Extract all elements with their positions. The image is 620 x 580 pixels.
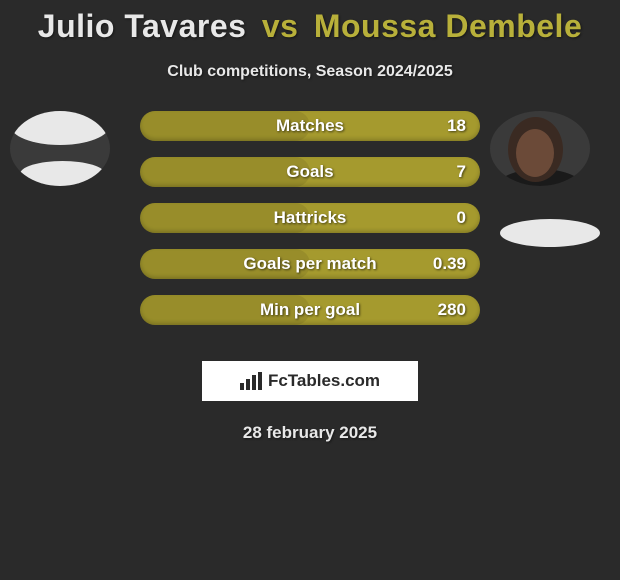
stat-label: Matches [140, 116, 480, 136]
title-vs: vs [262, 8, 299, 44]
avatar-shape [516, 129, 554, 177]
player2-name: Moussa Dembele [314, 8, 582, 44]
stat-value: 18 [447, 116, 466, 136]
stat-bars: Matches 18 Goals 7 Hattricks 0 Goals per… [140, 111, 480, 341]
stat-row-goals-per-match: Goals per match 0.39 [140, 249, 480, 279]
branding-text: FcTables.com [268, 371, 380, 391]
stat-row-matches: Matches 18 [140, 111, 480, 141]
decorative-ellipse [500, 219, 600, 247]
date-text: 28 february 2025 [0, 423, 620, 443]
stat-value: 280 [438, 300, 466, 320]
stat-label: Goals per match [140, 254, 480, 274]
branding-badge: FcTables.com [202, 361, 418, 401]
bar-chart-icon [240, 372, 262, 390]
comparison-area: Matches 18 Goals 7 Hattricks 0 Goals per… [0, 111, 620, 351]
stat-value: 0.39 [433, 254, 466, 274]
player1-avatar [10, 111, 110, 186]
stat-row-min-per-goal: Min per goal 280 [140, 295, 480, 325]
stat-label: Goals [140, 162, 480, 182]
avatar-shape [20, 161, 105, 186]
avatar-shape [10, 111, 110, 145]
stat-row-hattricks: Hattricks 0 [140, 203, 480, 233]
stat-label: Hattricks [140, 208, 480, 228]
stat-value: 0 [457, 208, 466, 228]
stat-label: Min per goal [140, 300, 480, 320]
stat-row-goals: Goals 7 [140, 157, 480, 187]
comparison-card: Julio Tavares vs Moussa Dembele Club com… [0, 0, 620, 580]
player2-avatar [490, 111, 590, 186]
player1-name: Julio Tavares [38, 8, 247, 44]
subtitle: Club competitions, Season 2024/2025 [0, 63, 620, 81]
stat-value: 7 [457, 162, 466, 182]
page-title: Julio Tavares vs Moussa Dembele [0, 8, 620, 45]
